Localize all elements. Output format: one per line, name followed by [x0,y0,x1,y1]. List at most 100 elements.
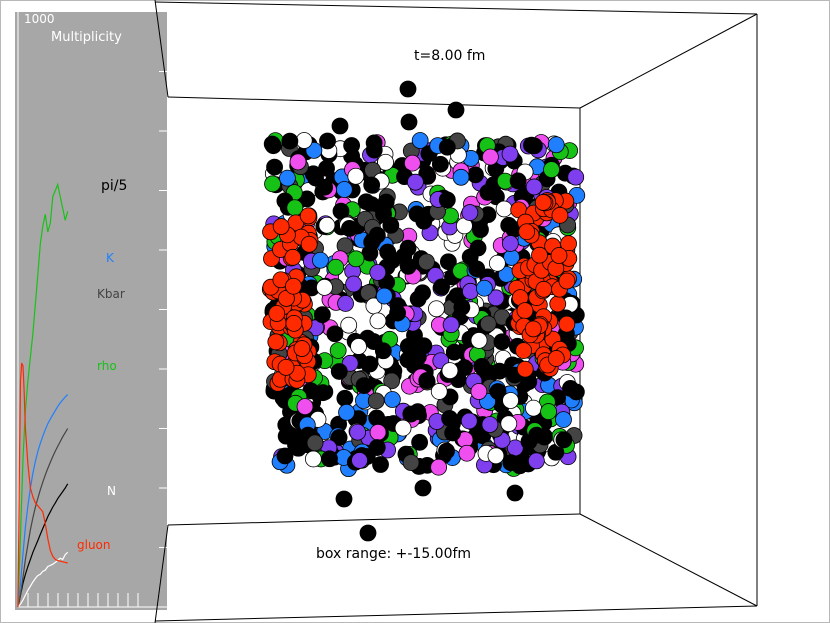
particle-gluon [300,235,318,253]
particle [372,456,389,473]
particle [535,428,553,446]
particle [493,333,511,351]
particle [495,200,513,218]
legend-pi: pi/5 [101,178,128,194]
particle [475,279,493,297]
particle [479,184,497,201]
particle [363,176,381,194]
particle [489,383,507,400]
particle [453,298,471,316]
particle-gluon [550,247,568,264]
particle [357,193,375,211]
particle-gluon [299,207,317,225]
multiplicity-chart [17,12,167,608]
particle [461,204,479,221]
particle-gluon [293,340,311,357]
particle-gluon [272,218,290,235]
particle [312,251,329,269]
particle [343,137,361,154]
particle [428,300,445,318]
particle [430,383,448,400]
particle [331,117,349,135]
particle [377,193,395,211]
particle-gluon [267,333,285,351]
particle [330,429,348,446]
particle-gluon [551,206,569,224]
box-edge [154,0,169,98]
particle [430,458,448,476]
particle [277,427,295,445]
particle [375,287,393,305]
box-edge [167,96,581,109]
particle [406,352,424,370]
particle-gluon [284,248,302,266]
particle [341,220,358,237]
particle [441,362,459,380]
particle [377,153,394,171]
box-edge [154,524,169,623]
particle [394,419,412,437]
particle [306,434,324,452]
series-line-kbar [17,428,69,608]
particle [479,315,497,333]
particle [332,202,350,220]
particle [411,433,429,451]
particle [318,159,335,177]
particle [363,233,381,251]
particle [458,444,476,462]
particle [321,450,338,468]
particle-gluon [531,246,548,264]
particle [345,275,363,293]
particle [281,132,299,150]
particle-gluon [515,342,533,360]
series-line-k [17,394,69,608]
particle [338,403,355,421]
particle [543,161,560,179]
particle-gluon [547,350,565,367]
particle [470,332,488,349]
particle [347,167,365,185]
particle [452,168,470,186]
particle [447,101,465,119]
particle [295,132,313,149]
particle-gluon [558,315,576,333]
particle [389,304,406,322]
particle [555,411,572,429]
particle [487,289,505,307]
particle [487,447,505,465]
particle [279,169,296,187]
particle [369,423,387,441]
particle [365,141,383,159]
particle [351,452,368,469]
particle [482,148,499,166]
legend-k: K [106,251,114,265]
particle [369,264,387,281]
particle [525,178,543,196]
particle [409,290,427,308]
particle [403,154,421,172]
particle [509,172,527,190]
particle [266,158,283,176]
particle [441,409,458,427]
particle [500,415,518,433]
particle [456,359,473,377]
particle [313,306,331,324]
legend-gluon: gluon [77,538,111,552]
particle [488,254,506,272]
particle-cloud [261,80,586,542]
particle-gluon [524,320,542,338]
particle [414,479,432,497]
particle [547,136,565,154]
particle [502,454,520,472]
series-line-pi5 [17,483,69,608]
particle-gluon [277,358,295,376]
particle [525,399,542,417]
particle [567,168,585,186]
particle [418,253,435,271]
legend-rho: rho [97,359,117,373]
box-edge [579,513,758,607]
box-range-label: box range: +-15.00fm [316,546,472,562]
particle [337,295,354,312]
particle [415,337,433,355]
particle [329,342,347,359]
